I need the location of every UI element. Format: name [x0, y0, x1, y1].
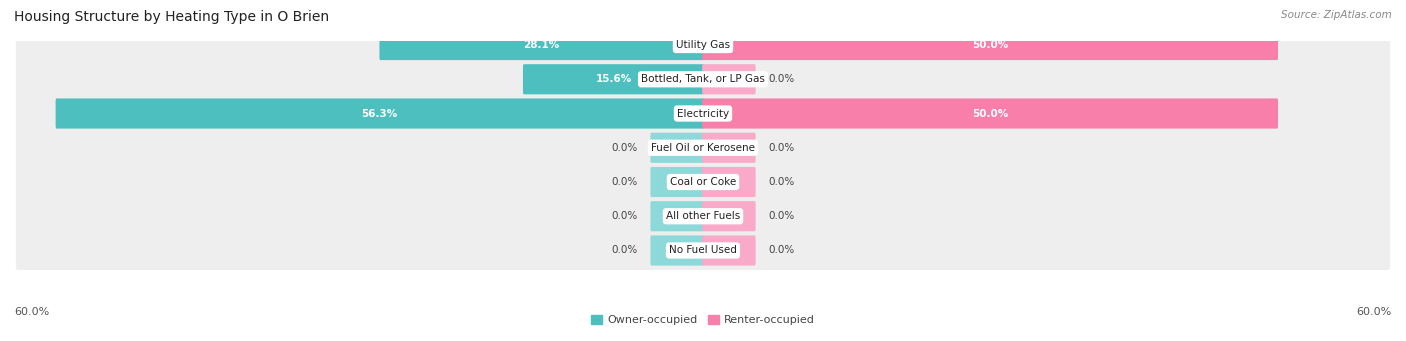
- Text: Bottled, Tank, or LP Gas: Bottled, Tank, or LP Gas: [641, 74, 765, 84]
- FancyBboxPatch shape: [702, 235, 755, 266]
- Text: Housing Structure by Heating Type in O Brien: Housing Structure by Heating Type in O B…: [14, 10, 329, 24]
- Text: 0.0%: 0.0%: [769, 177, 794, 187]
- FancyBboxPatch shape: [651, 235, 704, 266]
- Text: 0.0%: 0.0%: [769, 211, 794, 221]
- FancyBboxPatch shape: [651, 167, 704, 197]
- Text: 15.6%: 15.6%: [595, 74, 631, 84]
- Text: Source: ZipAtlas.com: Source: ZipAtlas.com: [1281, 10, 1392, 20]
- FancyBboxPatch shape: [702, 99, 1278, 129]
- FancyBboxPatch shape: [651, 133, 704, 163]
- FancyBboxPatch shape: [380, 30, 704, 60]
- Text: 0.0%: 0.0%: [612, 177, 637, 187]
- Text: 28.1%: 28.1%: [523, 40, 560, 50]
- Text: 0.0%: 0.0%: [769, 143, 794, 153]
- FancyBboxPatch shape: [702, 201, 755, 231]
- Text: 50.0%: 50.0%: [972, 108, 1008, 119]
- FancyBboxPatch shape: [702, 64, 755, 94]
- FancyBboxPatch shape: [523, 64, 704, 94]
- Text: Coal or Coke: Coal or Coke: [669, 177, 737, 187]
- FancyBboxPatch shape: [15, 162, 1391, 202]
- FancyBboxPatch shape: [15, 60, 1391, 99]
- Text: 56.3%: 56.3%: [361, 108, 398, 119]
- FancyBboxPatch shape: [702, 167, 755, 197]
- Text: 0.0%: 0.0%: [769, 74, 794, 84]
- Text: All other Fuels: All other Fuels: [666, 211, 740, 221]
- Legend: Owner-occupied, Renter-occupied: Owner-occupied, Renter-occupied: [592, 315, 814, 325]
- Text: 0.0%: 0.0%: [769, 246, 794, 255]
- Text: Electricity: Electricity: [676, 108, 730, 119]
- Text: 0.0%: 0.0%: [612, 246, 637, 255]
- Text: 0.0%: 0.0%: [612, 143, 637, 153]
- Text: No Fuel Used: No Fuel Used: [669, 246, 737, 255]
- FancyBboxPatch shape: [702, 133, 755, 163]
- Text: 50.0%: 50.0%: [972, 40, 1008, 50]
- FancyBboxPatch shape: [651, 201, 704, 231]
- FancyBboxPatch shape: [15, 94, 1391, 133]
- FancyBboxPatch shape: [15, 231, 1391, 270]
- FancyBboxPatch shape: [702, 30, 1278, 60]
- FancyBboxPatch shape: [15, 26, 1391, 64]
- FancyBboxPatch shape: [15, 197, 1391, 236]
- Text: 60.0%: 60.0%: [14, 307, 49, 317]
- FancyBboxPatch shape: [56, 99, 704, 129]
- FancyBboxPatch shape: [15, 128, 1391, 167]
- Text: 0.0%: 0.0%: [612, 211, 637, 221]
- Text: Fuel Oil or Kerosene: Fuel Oil or Kerosene: [651, 143, 755, 153]
- Text: 60.0%: 60.0%: [1357, 307, 1392, 317]
- Text: Utility Gas: Utility Gas: [676, 40, 730, 50]
